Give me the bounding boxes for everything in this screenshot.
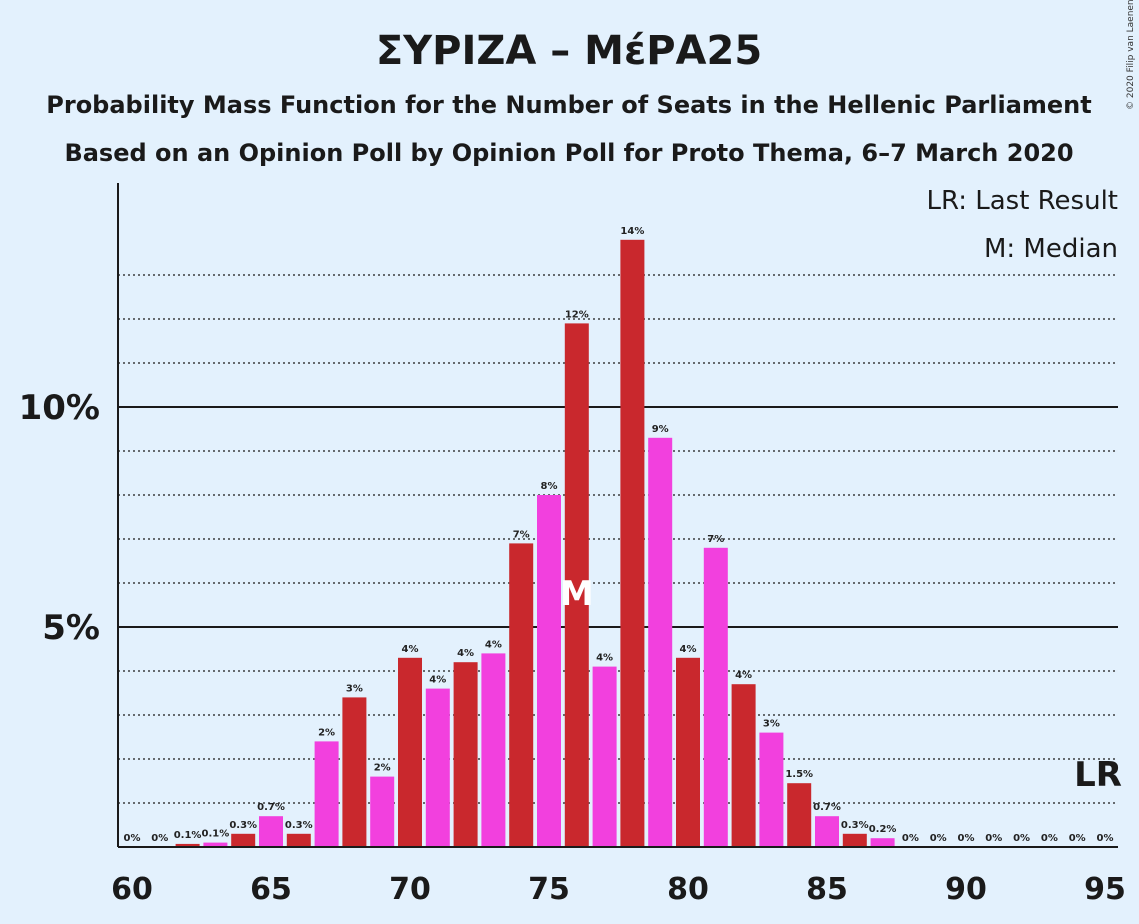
bar-label-95: 0% [1097,833,1114,844]
bar-73 [481,653,506,847]
legend-median: M: Median [984,234,1118,264]
bar-label-77: 4% [596,653,613,664]
bar-label-66: 0.3% [285,820,313,831]
x-tick-label: 70 [389,872,431,907]
median-marker: M [560,574,594,614]
bar-62 [175,843,200,847]
x-tick-label: 80 [667,872,709,907]
bar-label-75: 8% [541,481,558,492]
bar-70 [398,657,422,847]
bar-label-70: 4% [402,644,419,655]
y-tick-label: 10% [19,388,100,428]
x-tick-label: 85 [806,872,848,907]
bar-69 [370,776,395,847]
bar-87 [870,838,895,847]
bar-84 [787,783,812,847]
last-result-marker: LR [1074,755,1122,795]
bar-68 [342,697,367,847]
bar-label-62: 0.1% [174,830,202,841]
bar-label-85: 0.7% [813,802,841,813]
axes-group: 5% 10% 60 65 70 75 80 85 90 95 [19,183,1126,907]
bar-label-84: 1.5% [785,769,813,780]
chart-subtitle: Probability Mass Function for the Number… [46,91,1091,119]
bar-label-71: 4% [429,675,446,686]
bar-74 [509,543,534,847]
bar-78 [620,239,645,848]
bar-label-74: 7% [513,529,530,540]
bar-label-72: 4% [457,648,474,659]
bar-63 [203,842,228,847]
bar-label-82: 4% [735,670,752,681]
bar-76 [564,323,589,847]
x-tick-label: 75 [528,872,570,907]
bar-label-78: 14% [620,226,644,237]
x-tick-label: 90 [945,872,987,907]
bar-label-81: 7% [707,534,724,545]
y-tick-label: 5% [42,608,100,648]
bar-label-88: 0% [902,833,919,844]
bar-label-79: 9% [652,424,669,435]
bar-label-63: 0.1% [202,829,230,840]
bar-label-92: 0% [1013,833,1030,844]
bar-64 [231,833,256,847]
bar-83 [759,732,784,847]
bar-72 [453,662,478,847]
bar-label-86: 0.3% [841,820,869,831]
bar-85 [815,816,839,847]
bar-71 [425,688,450,847]
bar-label-61: 0% [151,833,168,844]
legend-last-result: LR: Last Result [926,186,1118,216]
bar-79 [648,437,673,847]
grid-lines [118,274,1118,804]
bar-label-64: 0.3% [229,820,257,831]
bar-label-68: 3% [346,683,363,694]
chart-subtitle-poll: Based on an Opinion Poll by Opinion Poll… [64,139,1073,167]
bar-label-76: 12% [565,309,589,320]
bar-80 [676,657,700,847]
bar-82 [731,684,756,847]
copyright-notice: © 2020 Filip van Laenen [1126,0,1136,110]
bar-label-89: 0% [930,833,947,844]
chart-title: ΣΥΡΙΖΑ – ΜέΡΑ25 [376,28,762,74]
bar-label-83: 3% [763,719,780,730]
bar-label-80: 4% [680,644,697,655]
bar-label-87: 0.2% [869,824,897,835]
bar-65 [259,816,283,847]
bar-label-94: 0% [1069,833,1086,844]
bar-77 [592,666,617,847]
bar-label-91: 0% [985,833,1002,844]
x-tick-label: 65 [250,872,292,907]
bar-label-65: 0.7% [257,802,285,813]
bar-75 [537,495,561,847]
x-tick-label: 60 [111,872,153,907]
bar-label-60: 0% [124,833,141,844]
bar-81 [703,547,728,847]
x-tick-label: 95 [1084,872,1126,907]
bar-labels-group: 0% 0% 0.1% 0.1%0.3%0.7%0.3%2%3%2%4%4%4%4%7%… [124,226,1122,844]
bar-label-93: 0% [1041,833,1058,844]
bar-67 [314,741,339,847]
bar-label-73: 4% [485,639,502,650]
bars-group [175,239,895,848]
bar-label-67: 2% [318,727,335,738]
bar-label-69: 2% [374,763,391,774]
bar-86 [842,833,867,847]
bar-66 [286,833,311,847]
bar-label-90: 0% [958,833,975,844]
